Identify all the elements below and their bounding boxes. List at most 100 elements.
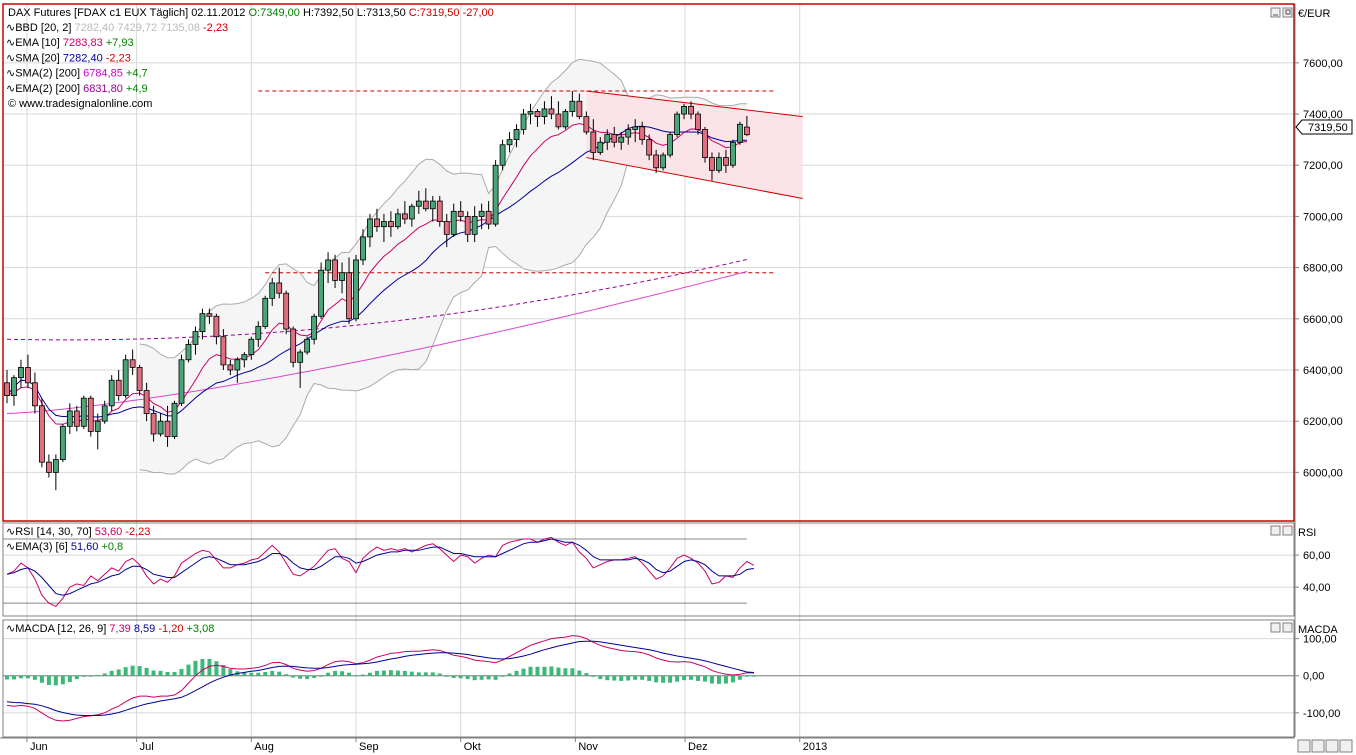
macd-pane-maximize-button[interactable] [1282,622,1293,633]
candle [185,339,192,363]
macd-histogram-bar [88,675,93,677]
macd-histogram-bar [151,670,156,676]
candle-body [129,359,136,368]
candle [45,454,52,478]
price-pane [2,3,1295,522]
candle [499,139,506,171]
legend-change: +4,9 [126,83,148,95]
candle-body [716,157,722,171]
price-pane-maximize-button[interactable] [1282,7,1293,18]
x-tick-label: 2013 [803,741,827,753]
candle [353,254,359,322]
macd-histogram-bar [381,670,386,676]
candle [248,336,255,360]
macd-histogram-bar [186,664,191,676]
y-tick-label: 7000,00 [1303,211,1343,223]
candle [716,152,722,173]
rsi-ema-legend-row: ∿EMA(3) [6] 51,60 +0,8 [6,541,123,553]
rsi-pane-maximize-button[interactable] [1282,525,1293,536]
macd-histogram-bar [340,671,345,676]
candle-body [597,141,604,153]
candle [129,349,136,376]
indicator-legend: ∿BBD [20, 2] 7282,40 7429,72 7135,08 -2,… [6,22,228,95]
scroll-right-button[interactable] [1339,739,1353,753]
candle-body [199,313,206,333]
candle-body [639,126,646,141]
candle-body [122,359,129,396]
price-pane-minimize-button[interactable] [1270,7,1281,18]
candle [178,354,185,406]
candle [122,354,129,399]
candle [241,352,248,368]
candle-body [185,344,192,361]
zoom-in-button[interactable] [1325,739,1339,753]
candle [255,321,262,347]
legend-values: 7282,40 7429,72 7135,08 [75,22,203,34]
macd-histogram-bar [668,675,673,683]
macd-histogram-bar [95,674,100,676]
candle-body [485,210,492,225]
candle [339,262,345,294]
candle-body [387,221,394,228]
currency-label: €/EUR [1298,8,1330,20]
candle [443,213,450,248]
candle [206,308,213,324]
macd-histogram-bar [751,675,756,677]
legend-label: ∿EMA [10] [6,37,63,49]
candle-body [604,134,611,143]
macd-histogram-bar [430,672,435,676]
candle-body [213,315,220,338]
moving-averages [6,123,748,425]
right-axis: €/EUR 6000,00 6200,00 6400,00 6600,00 6800,0… [1294,4,1353,737]
candle [318,262,325,319]
macd-histogram-bar [291,675,296,678]
scroll-left-button[interactable] [1297,739,1311,753]
macd-histogram-bar [284,674,289,676]
price-axis-ticks: 6000,00 6200,00 6400,00 6600,00 6800,00 7000,… [1295,58,1343,479]
watermark: © www.tradesignalonline.com [8,98,152,110]
candle [639,121,646,145]
candle [276,267,283,299]
macd-histogram-bar [39,675,44,683]
candle-body [311,315,318,340]
candle [115,369,122,401]
macd-histogram-bar [165,672,170,676]
candle [562,108,569,130]
candle [590,119,597,161]
y-tick-label: 6400,00 [1303,365,1343,377]
macd-histogram-bar [109,670,114,676]
y-tick-label: 60,00 [1303,550,1331,562]
rsi-ema-legend-change: +0,8 [101,541,123,553]
candle [743,115,750,137]
y-tick-label: 6600,00 [1303,314,1343,326]
macd-histogram-bar [277,671,282,676]
candle-body [150,413,157,435]
zoom-out-button[interactable] [1311,739,1325,753]
rsi-ema-legend-value: 51,60 [71,541,99,553]
candle [25,354,31,388]
candle-body [688,105,694,115]
candle-body [660,154,667,169]
rsi-legend-label: ∿RSI [14, 30, 70] [6,526,92,538]
macd-histogram-bar [333,670,338,676]
candle [381,213,387,243]
legend-label: ∿SMA [20] [6,52,63,64]
candle-body [94,420,101,432]
macd-histogram-bar [605,675,610,681]
candle-body [723,157,729,166]
y-tick-label: -100,00 [1303,708,1340,720]
rsi-lines [6,536,755,608]
candle-body [276,282,283,294]
candle-body [66,410,73,427]
x-tick-label: Nov [578,741,598,753]
rsi-pane-minimize-button[interactable] [1270,525,1281,536]
x-tick-label: Dez [688,741,708,753]
legend-header: DAX Futures [FDAX c1 EUX Täglich] 02.11.… [8,7,494,19]
candle [541,101,548,125]
macd-histogram-bar [228,669,233,676]
x-tick-label: Jul [140,741,154,753]
macd-pane-minimize-button[interactable] [1270,622,1281,633]
y-tick-label: 7600,00 [1303,58,1343,70]
candle [143,382,150,422]
